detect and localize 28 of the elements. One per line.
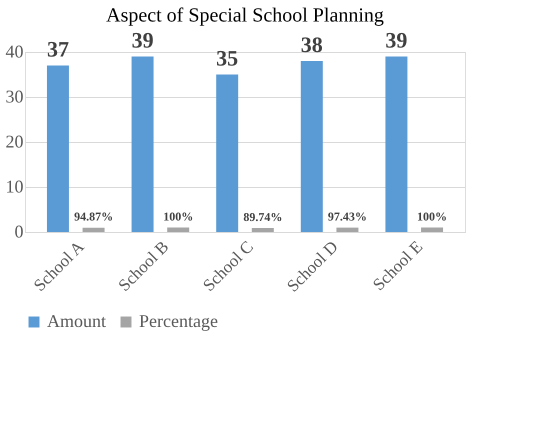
bar (82, 228, 105, 232)
data-label: 39 (132, 28, 154, 52)
data-label: 100% (417, 210, 448, 224)
chart-title: Aspect of Special School Planning (106, 4, 384, 26)
bar (132, 56, 154, 232)
y-tick-label: 20 (6, 132, 24, 152)
data-label: 100% (163, 210, 194, 224)
data-label: 89.74% (243, 210, 282, 224)
y-tick-label: 0 (14, 222, 24, 242)
bar (167, 228, 190, 232)
bar (300, 61, 323, 232)
y-tick-label: 10 (6, 176, 24, 196)
bar (46, 66, 69, 232)
bar (216, 74, 238, 232)
data-label: 39 (385, 28, 408, 52)
bar (252, 228, 274, 232)
y-tick-label: 30 (6, 86, 24, 106)
legend-label: Percentage (139, 311, 218, 331)
bar (421, 228, 444, 232)
data-label: 38 (300, 32, 323, 57)
legend-label: Amount (47, 311, 106, 331)
bar (336, 228, 358, 232)
data-label: 94.87% (74, 210, 114, 224)
data-label: 37 (46, 36, 69, 62)
bar (385, 56, 408, 232)
data-label: 35 (216, 46, 238, 70)
data-label: 97.43% (328, 210, 367, 224)
y-tick-label: 40 (6, 42, 24, 62)
